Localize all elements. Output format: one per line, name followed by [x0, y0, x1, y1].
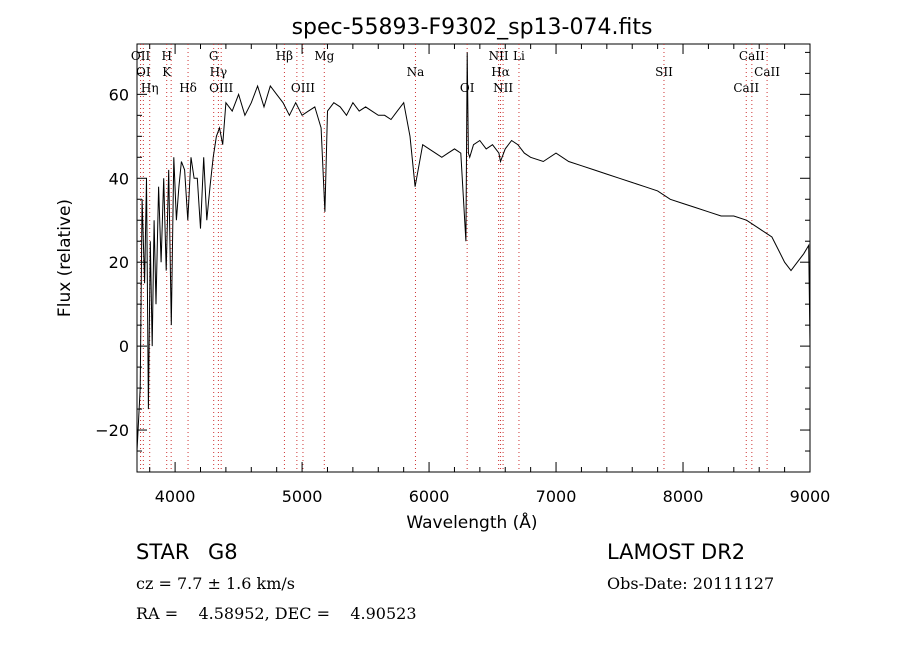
spectral-line-label: OI: [136, 65, 151, 79]
x-tick-label: 5000: [282, 487, 323, 506]
x-tick-label: 9000: [790, 487, 831, 506]
y-axis-label: Flux (relative): [55, 199, 75, 317]
spectral-line-label: OIII: [291, 81, 315, 95]
spectral-line-label: Mg: [314, 49, 334, 63]
y-tick-label: 20: [109, 253, 129, 272]
x-axis-label: Wavelength (Å): [406, 511, 537, 533]
y-tick-label: 0: [119, 337, 129, 356]
y-tick-label: 60: [109, 85, 129, 104]
plot-frame: [136, 43, 811, 473]
spectral-line-label: G: [209, 49, 219, 63]
spectral-line-label: OII: [131, 49, 151, 63]
y-axis-ticks: −20 0 20 40 60: [95, 51, 810, 473]
spectral-line-label: CaII: [733, 81, 759, 95]
object-subclass: G8: [208, 540, 238, 564]
spectral-line-label: CaII: [754, 65, 780, 79]
x-tick-label: 7000: [536, 487, 577, 506]
x-tick-label: 4000: [155, 487, 196, 506]
observation-date: Obs-Date: 20111127: [607, 574, 775, 593]
x-tick-label: 6000: [409, 487, 450, 506]
spectral-line-label: NII: [493, 81, 513, 95]
spectral-line-label: Hγ: [210, 65, 228, 79]
spectral-line-label: K: [162, 65, 172, 79]
spectral-line-label: Li: [513, 49, 525, 63]
spectral-line-label: Na: [407, 65, 425, 79]
x-tick-label: 8000: [663, 487, 704, 506]
survey-name: LAMOST DR2: [607, 540, 746, 564]
spectral-line-label: OIII: [209, 81, 233, 95]
spectral-line-markers: [140, 44, 768, 472]
object-class: STAR: [136, 540, 190, 564]
spectral-line-label: Hα: [491, 65, 510, 79]
spectral-line-label: Hδ: [179, 81, 197, 95]
x-axis-ticks: 4000 5000 6000 7000 8000 9000: [149, 44, 831, 506]
spectral-line-label: Hη: [141, 81, 159, 95]
spectrum-series-line: [136, 52, 811, 452]
chart-title: spec-55893-F9302_sp13-074.fits: [292, 15, 653, 40]
spectral-line-labels: OIIOIHηHKHδGHγOIIIHβOIIIMgNaOINIIHαNIILi…: [131, 49, 780, 95]
y-tick-label: −20: [95, 421, 129, 440]
spectral-line-label: SII: [655, 65, 673, 79]
spectral-line-label: H: [161, 49, 171, 63]
spectral-line-label: NII: [489, 49, 509, 63]
spectral-line-label: CaII: [739, 49, 765, 63]
spectral-line-label: Hβ: [276, 49, 293, 63]
y-tick-label: 40: [109, 169, 129, 188]
coordinates: RA = 4.58952, DEC = 4.90523: [136, 604, 417, 623]
redshift-cz: cz = 7.7 ± 1.6 km/s: [136, 574, 295, 593]
